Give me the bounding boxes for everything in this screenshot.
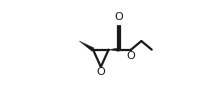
Text: O: O	[97, 67, 105, 77]
Text: O: O	[127, 51, 135, 61]
Text: O: O	[115, 12, 123, 22]
Polygon shape	[109, 48, 119, 51]
Polygon shape	[79, 41, 94, 51]
